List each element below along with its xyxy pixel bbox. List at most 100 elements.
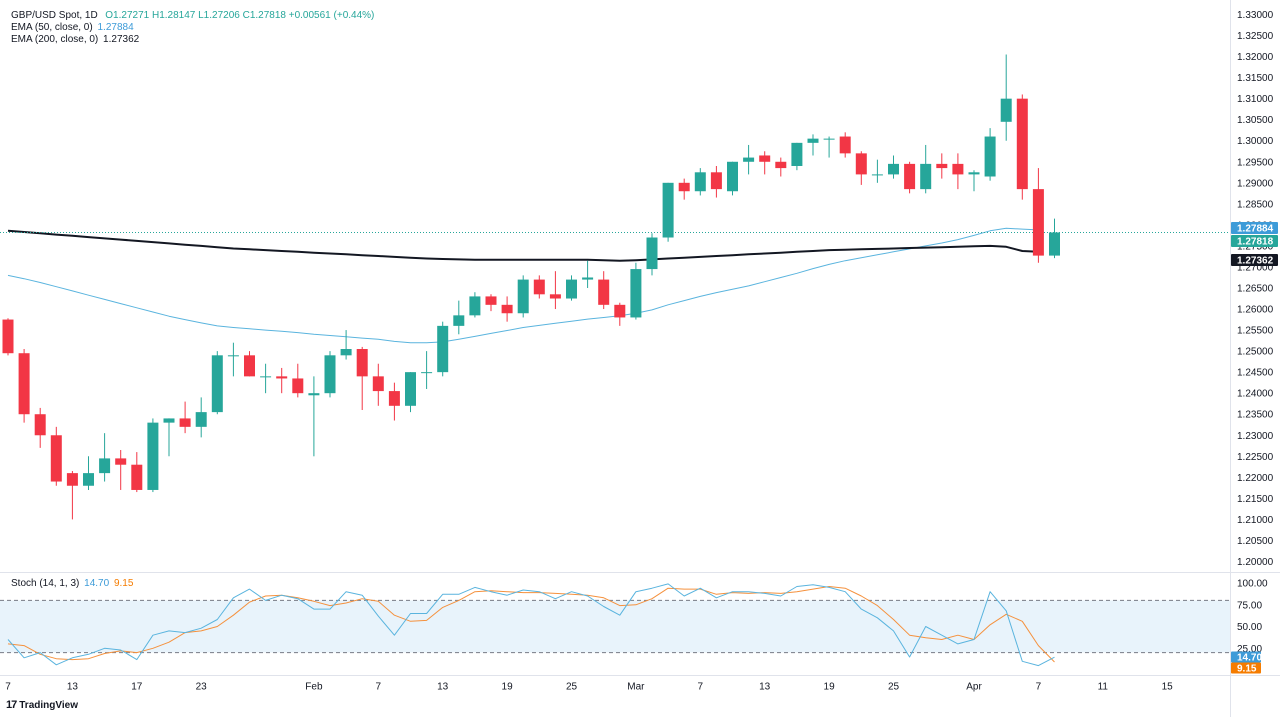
- price-tick-label: 1.23500: [1237, 410, 1274, 421]
- stoch-k-badge: 14.70: [1237, 653, 1262, 664]
- price-tick-label: 1.26500: [1237, 284, 1274, 295]
- candle-down: [356, 349, 368, 377]
- price-tick-label: 1.24000: [1237, 389, 1274, 400]
- time-tick-label: Feb: [305, 682, 323, 693]
- price-tick-label: 1.33000: [1237, 10, 1274, 21]
- candle-up: [823, 138, 835, 140]
- candle-down: [952, 163, 964, 175]
- candle-down: [710, 172, 722, 190]
- price-tick-label: 1.27000: [1237, 262, 1274, 273]
- candle-up: [260, 376, 272, 378]
- candle-down: [1016, 98, 1028, 190]
- candle-down: [131, 464, 143, 490]
- price-tick-label: 1.23000: [1237, 431, 1274, 442]
- candle-up: [807, 138, 819, 143]
- candle-up: [920, 163, 932, 190]
- time-tick-label: 11: [1098, 682, 1109, 693]
- stoch-band-fill: [0, 600, 1230, 653]
- stoch-d-badge: 9.15: [1237, 664, 1257, 675]
- price-tick-label: 1.28500: [1237, 199, 1274, 210]
- stoch-tick-label: 100.00: [1237, 579, 1268, 590]
- ohlc-values: O1.27271 H1.28147 L1.27206 C1.27818 +0.0…: [105, 10, 375, 21]
- price-tick-label: 1.26000: [1237, 305, 1274, 316]
- stoch-tick-label: 50.00: [1237, 622, 1262, 633]
- candle-up: [630, 269, 642, 318]
- candle-up: [324, 355, 336, 394]
- stoch-label: Stoch (14, 1, 3): [11, 578, 80, 589]
- candle-up: [195, 412, 207, 427]
- candle-up: [662, 182, 674, 238]
- ema50-price-badge-bg: [1231, 222, 1278, 234]
- tradingview-logo[interactable]: 17 TradingView: [6, 699, 78, 711]
- ema50-price-badge: 1.27884: [1237, 224, 1274, 235]
- candle-up: [211, 355, 223, 413]
- ema200-line: [7, 229, 1039, 262]
- stoch-d-value: 9.15: [113, 578, 134, 589]
- price-tick-label: 1.22500: [1237, 452, 1274, 463]
- candle-down: [614, 304, 626, 318]
- stoch-k-line: [7, 583, 1055, 667]
- ema200-legend[interactable]: EMA (200, close, 0) 1.27362: [11, 34, 139, 46]
- candle-up: [888, 163, 899, 175]
- candle-up: [871, 174, 883, 176]
- candle-down: [1032, 189, 1044, 256]
- candle-down: [66, 473, 78, 486]
- stoch-k-value: 14.70: [84, 578, 110, 589]
- candle-up: [421, 372, 433, 374]
- candle-down: [775, 161, 787, 169]
- candle-up: [517, 279, 529, 314]
- price-tick-label: 1.30500: [1237, 115, 1274, 126]
- candle-up: [984, 136, 996, 177]
- time-tick-label: 19: [502, 682, 514, 693]
- price-tick-label: 1.20500: [1237, 536, 1274, 547]
- stoch-k-badge-bg: [1231, 651, 1261, 663]
- ema200-price-badge-bg: [1231, 254, 1278, 266]
- candle-down: [292, 378, 304, 394]
- candle-down: [936, 163, 948, 169]
- price-tick-label: 1.31000: [1237, 94, 1274, 105]
- candle-up: [340, 349, 352, 356]
- candle-down: [179, 418, 191, 427]
- candle-down: [904, 163, 916, 190]
- candle-up: [646, 237, 658, 270]
- time-tick-label: 13: [67, 682, 79, 693]
- ema50-line: [7, 227, 1039, 344]
- price-tick-label: 1.32500: [1237, 31, 1274, 42]
- candle-up: [791, 142, 803, 166]
- tradingview-logo-icon: 17: [6, 699, 17, 711]
- ema200-label: EMA (200, close, 0): [11, 34, 99, 45]
- price-tick-label: 1.21500: [1237, 494, 1274, 505]
- candle-up: [566, 279, 577, 299]
- price-tick-label: 1.31500: [1237, 73, 1274, 84]
- candle-down: [855, 153, 867, 175]
- candle-down: [372, 376, 384, 392]
- candle-up: [1000, 98, 1012, 122]
- tradingview-logo-text: TradingView: [19, 699, 78, 711]
- ema200-value: 1.27362: [103, 34, 140, 45]
- candle-up: [99, 458, 111, 474]
- candle-down: [759, 155, 771, 162]
- time-tick-label: 15: [1162, 682, 1174, 693]
- candle-up: [968, 172, 980, 175]
- symbol-legend[interactable]: GBP/USD Spot, 1D O1.27271 H1.28147 L1.27…: [11, 10, 374, 22]
- candle-down: [598, 279, 610, 305]
- ema200-price-badge: 1.27362: [1237, 256, 1274, 267]
- time-tick-label: 25: [888, 682, 900, 693]
- price-tick-label: 1.22000: [1237, 473, 1274, 484]
- ema50-label: EMA (50, close, 0): [11, 22, 93, 33]
- ema50-legend[interactable]: EMA (50, close, 0) 1.27884: [11, 22, 134, 34]
- candle-up: [582, 277, 594, 280]
- price-tick-label: 1.25000: [1237, 347, 1274, 358]
- candle-down: [549, 294, 561, 299]
- candle-up: [437, 325, 449, 373]
- stoch-legend[interactable]: Stoch (14, 1, 3) 14.70 9.15: [11, 578, 133, 590]
- price-tick-label: 1.29500: [1237, 157, 1274, 168]
- candle-down: [533, 279, 545, 295]
- time-tick-label: 19: [824, 682, 836, 693]
- candle-up: [727, 161, 738, 192]
- candle-up: [743, 157, 755, 162]
- price-tick-label: 1.32000: [1237, 52, 1274, 63]
- time-tick-label: 7: [5, 682, 11, 693]
